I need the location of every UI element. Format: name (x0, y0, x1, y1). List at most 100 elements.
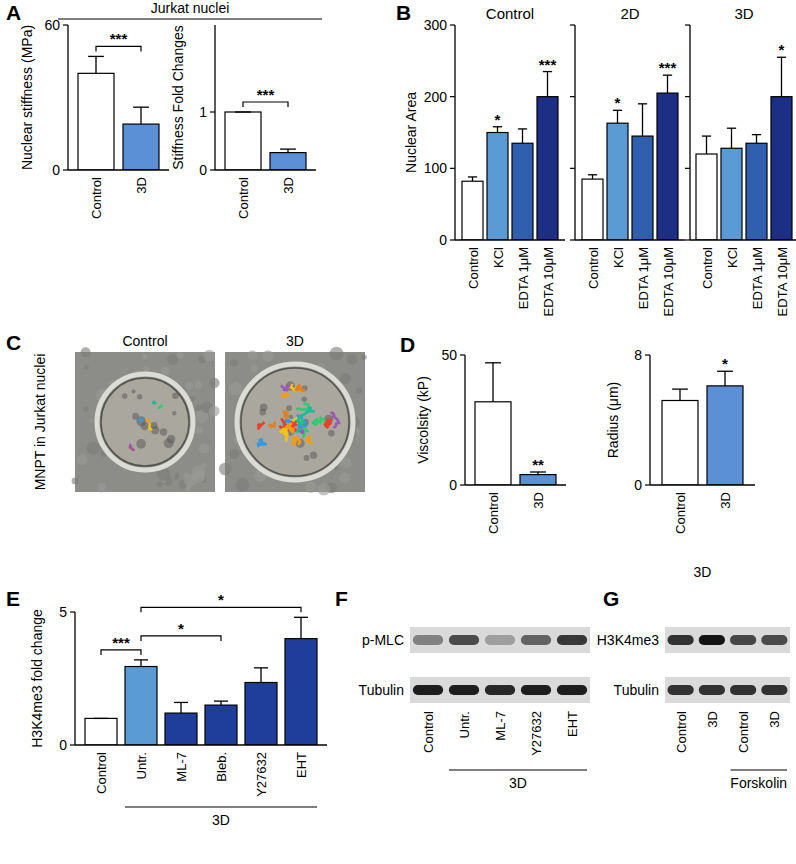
image-background (75, 352, 215, 492)
y-axis-label: Radius (μm) (605, 382, 621, 459)
chart-title: 3D (734, 5, 753, 22)
comparison-label: *** (112, 634, 130, 651)
image-texture (72, 477, 79, 484)
bar (85, 718, 117, 745)
blot-row-label: p-MLC (362, 632, 404, 648)
image-texture (167, 354, 178, 365)
error-bar (485, 363, 501, 402)
comparison-bracket: *** (101, 634, 141, 655)
particle-track (258, 440, 266, 446)
lane-label: 3D (767, 711, 782, 728)
nuclear-texture (136, 416, 146, 426)
bar (657, 93, 678, 240)
image-texture (219, 463, 232, 476)
micrograph: 3D (219, 333, 367, 496)
comparison-bracket: *** (243, 86, 288, 107)
y-tick (63, 24, 68, 25)
western-blot: H3K4me3TubulinControl3DControl3DForskoli… (597, 627, 790, 791)
error-cap (294, 617, 308, 618)
y-tick (570, 239, 575, 240)
error-cap (672, 388, 688, 389)
significance: * (779, 41, 785, 58)
bar (125, 667, 157, 745)
y-tick (460, 354, 465, 355)
y-tick-label: 100 (424, 160, 448, 176)
marks (662, 371, 743, 485)
blot-band (761, 635, 787, 645)
x-tick-label: Untr. (134, 752, 149, 779)
error-stem (617, 110, 618, 123)
error-cap (235, 111, 251, 112)
y-tick (210, 111, 215, 112)
image-texture (157, 481, 163, 487)
error-stem (260, 668, 261, 683)
bar (225, 112, 261, 170)
lane-label: Control (674, 711, 689, 753)
y-tick (460, 484, 465, 485)
bar (696, 154, 717, 240)
nuclear-texture (137, 394, 142, 399)
error-bar (588, 175, 597, 179)
bar (662, 401, 698, 486)
lane-label: Control (421, 711, 436, 753)
error-cap (214, 700, 228, 701)
y-tick (450, 239, 455, 240)
group-line (125, 806, 317, 807)
blot-band (668, 635, 694, 645)
bar (285, 639, 317, 745)
error-stem (95, 56, 96, 73)
error-stem (180, 702, 181, 713)
particle-track (313, 418, 325, 425)
error-stem (706, 136, 707, 154)
bar-chart: Jurkat nuclei060Nuclear stiffness (MPa)C… (19, 0, 322, 219)
x-tick-label: EDTA 10μM (661, 247, 676, 316)
image-texture (236, 478, 250, 492)
blot-strip (410, 677, 590, 703)
marks (696, 57, 792, 240)
bar (462, 181, 483, 240)
page: {"chart_data": [ {"panel": "A", "group_t… (0, 0, 796, 864)
image-texture (339, 472, 350, 483)
micrograph: Control (72, 333, 220, 492)
particle-track (307, 437, 312, 444)
particle-track (268, 423, 275, 428)
error-bar (235, 112, 251, 113)
error-bar (777, 57, 786, 96)
error-cap (88, 56, 104, 57)
nuclear-texture (164, 438, 174, 448)
y-tick (570, 24, 575, 25)
x-axis (690, 239, 796, 240)
blot-band (761, 685, 787, 695)
error-stem (667, 75, 668, 93)
blot-row-label: Tubulin (359, 682, 404, 698)
x-tick-label: KCl (491, 247, 506, 268)
chart-title: 2D (620, 5, 639, 22)
panel-letter: D (400, 333, 415, 356)
group-label: 3D (212, 812, 230, 828)
error-stem (492, 363, 493, 402)
error-bar (280, 149, 296, 152)
marks (78, 56, 159, 170)
lane-label: Untr. (457, 711, 472, 738)
y-axis (454, 25, 455, 240)
y-tick (70, 744, 75, 745)
significance: *** (539, 56, 557, 73)
x-tick-label: EDTA 1μM (516, 247, 531, 309)
bar (245, 682, 277, 745)
x-tick-label: 3D (718, 492, 733, 509)
image-title: Control (122, 333, 167, 349)
y-tick (685, 239, 690, 240)
particle-track (152, 401, 156, 404)
x-tick-label: Y27632 (254, 752, 269, 797)
y-tick-label: 60 (44, 17, 60, 33)
nuclear-texture (136, 439, 146, 449)
error-bar (134, 660, 148, 667)
image-texture (362, 355, 367, 360)
panel-letter: E (6, 587, 20, 610)
image-texture (184, 474, 197, 487)
y-axis (214, 25, 215, 170)
x-axis (75, 744, 327, 745)
bar-chart: Control0100200300Nuclear AreaControlKClE… (403, 5, 565, 316)
image-texture (185, 382, 193, 390)
x-tick-label: Control (486, 492, 501, 534)
